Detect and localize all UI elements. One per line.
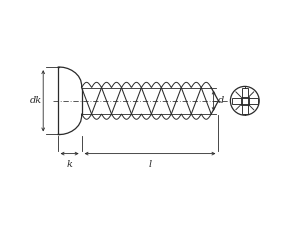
Text: l: l (148, 160, 152, 169)
Text: d: d (218, 96, 224, 105)
Text: k: k (67, 160, 73, 169)
Text: dk: dk (29, 96, 42, 105)
